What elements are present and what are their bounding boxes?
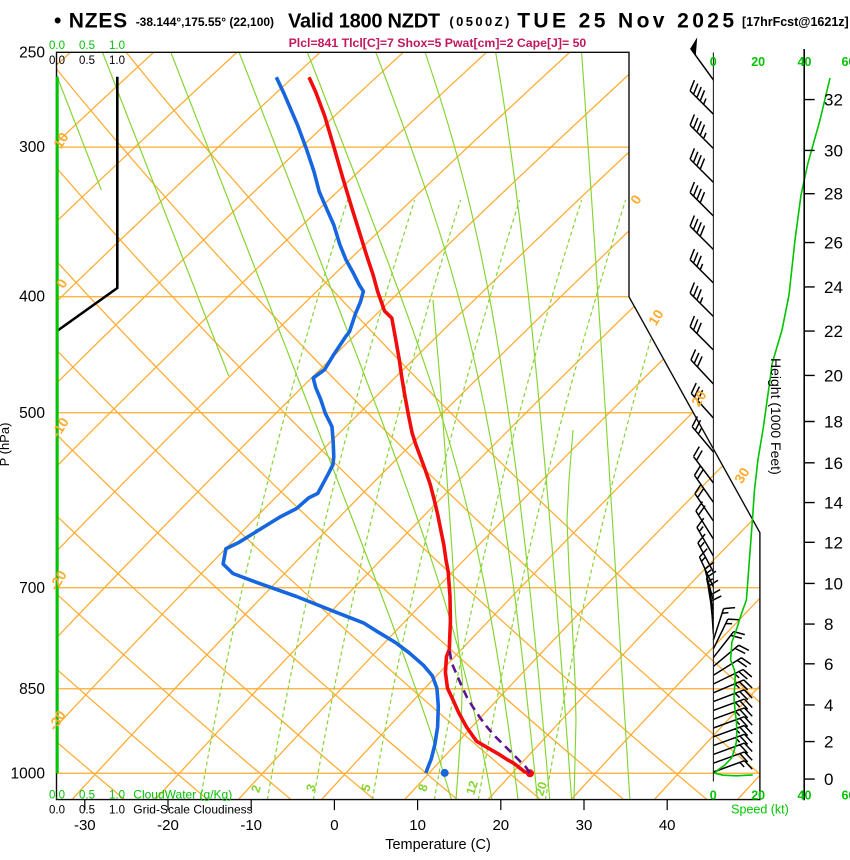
svg-text:1.0: 1.0 bbox=[109, 805, 125, 817]
svg-text:10: 10 bbox=[409, 817, 426, 834]
svg-text:10: 10 bbox=[645, 306, 667, 328]
svg-text:Height (1000 Feet): Height (1000 Feet) bbox=[768, 358, 784, 475]
svg-text:3: 3 bbox=[303, 782, 318, 793]
svg-text:• NZES: • NZES bbox=[54, 10, 128, 33]
svg-text:850: 850 bbox=[19, 681, 45, 698]
svg-text:18: 18 bbox=[824, 413, 843, 432]
svg-text:0: 0 bbox=[710, 789, 717, 803]
svg-text:CloudWater (g/Kg): CloudWater (g/Kg) bbox=[133, 788, 232, 802]
svg-text:4: 4 bbox=[824, 696, 833, 715]
svg-text:700: 700 bbox=[19, 580, 45, 597]
svg-text:-30: -30 bbox=[74, 817, 96, 834]
svg-text:26: 26 bbox=[824, 234, 843, 253]
svg-text:0: 0 bbox=[330, 817, 338, 834]
svg-text:-38.144°,175.55° (22,100): -38.144°,175.55° (22,100) bbox=[136, 15, 274, 29]
svg-text:-10: -10 bbox=[240, 817, 262, 834]
svg-text:300: 300 bbox=[19, 139, 45, 156]
svg-text:TUE 25 Nov 2025: TUE 25 Nov 2025 bbox=[517, 10, 737, 33]
svg-text:0.5: 0.5 bbox=[79, 40, 95, 52]
svg-text:12: 12 bbox=[824, 533, 843, 552]
svg-text:40: 40 bbox=[659, 817, 676, 834]
svg-text:20: 20 bbox=[688, 387, 710, 409]
svg-text:1.0: 1.0 bbox=[109, 55, 125, 67]
svg-text:2: 2 bbox=[824, 733, 833, 752]
svg-text:0.0: 0.0 bbox=[49, 805, 65, 817]
svg-text:20: 20 bbox=[751, 789, 765, 803]
svg-text:Temperature (C): Temperature (C) bbox=[385, 837, 491, 853]
svg-text:40: 40 bbox=[798, 789, 812, 803]
svg-text:500: 500 bbox=[19, 405, 45, 422]
svg-text:16: 16 bbox=[824, 454, 843, 473]
svg-text:[17hrFcst@1621z]: [17hrFcst@1621z] bbox=[742, 15, 849, 29]
svg-text:1.0: 1.0 bbox=[109, 790, 125, 802]
svg-text:60: 60 bbox=[842, 55, 850, 69]
svg-text:20: 20 bbox=[532, 780, 550, 798]
svg-text:10: 10 bbox=[824, 574, 843, 593]
svg-text:Speed (kt): Speed (kt) bbox=[731, 803, 789, 817]
svg-text:1000: 1000 bbox=[11, 765, 46, 782]
svg-text:6: 6 bbox=[824, 655, 833, 674]
svg-text:250: 250 bbox=[19, 44, 45, 61]
svg-text:Grid-Scale Cloudiness: Grid-Scale Cloudiness bbox=[133, 803, 252, 817]
svg-text:8: 8 bbox=[824, 615, 833, 634]
svg-text:30: 30 bbox=[576, 817, 593, 834]
svg-text:(0500Z): (0500Z) bbox=[449, 14, 511, 29]
svg-text:0.5: 0.5 bbox=[79, 55, 95, 67]
svg-text:30: 30 bbox=[731, 464, 753, 486]
svg-text:20: 20 bbox=[492, 817, 509, 834]
svg-text:12: 12 bbox=[463, 779, 481, 797]
svg-text:28: 28 bbox=[824, 185, 843, 204]
svg-text:0.0: 0.0 bbox=[49, 790, 65, 802]
svg-text:0.5: 0.5 bbox=[79, 805, 95, 817]
svg-text:30: 30 bbox=[824, 141, 843, 160]
svg-text:1.0: 1.0 bbox=[109, 40, 125, 52]
svg-text:8: 8 bbox=[415, 782, 430, 793]
svg-text:0.5: 0.5 bbox=[79, 790, 95, 802]
svg-text:24: 24 bbox=[824, 278, 843, 297]
svg-text:P (hPa): P (hPa) bbox=[0, 423, 12, 467]
svg-text:400: 400 bbox=[19, 289, 45, 306]
svg-text:10: 10 bbox=[50, 129, 72, 151]
svg-text:0.0: 0.0 bbox=[49, 55, 65, 67]
svg-text:Plcl=841 Tlcl[C]=7 Shox=5 Pwat: Plcl=841 Tlcl[C]=7 Shox=5 Pwat[cm]=2 Cap… bbox=[289, 36, 587, 50]
svg-text:40: 40 bbox=[798, 55, 812, 69]
svg-text:22: 22 bbox=[824, 322, 843, 341]
svg-text:0.0: 0.0 bbox=[49, 40, 65, 52]
svg-text:-20: -20 bbox=[157, 817, 179, 834]
svg-text:20: 20 bbox=[751, 55, 765, 69]
svg-text:0: 0 bbox=[824, 770, 833, 789]
svg-text:2: 2 bbox=[248, 783, 263, 794]
svg-text:14: 14 bbox=[824, 494, 843, 513]
svg-text:20: 20 bbox=[824, 366, 843, 385]
svg-text:0: 0 bbox=[710, 55, 717, 69]
svg-text:60: 60 bbox=[842, 789, 850, 803]
svg-text:32: 32 bbox=[824, 91, 843, 110]
svg-text:5: 5 bbox=[358, 782, 373, 793]
svg-text:Valid 1800 NZDT: Valid 1800 NZDT bbox=[288, 11, 440, 33]
